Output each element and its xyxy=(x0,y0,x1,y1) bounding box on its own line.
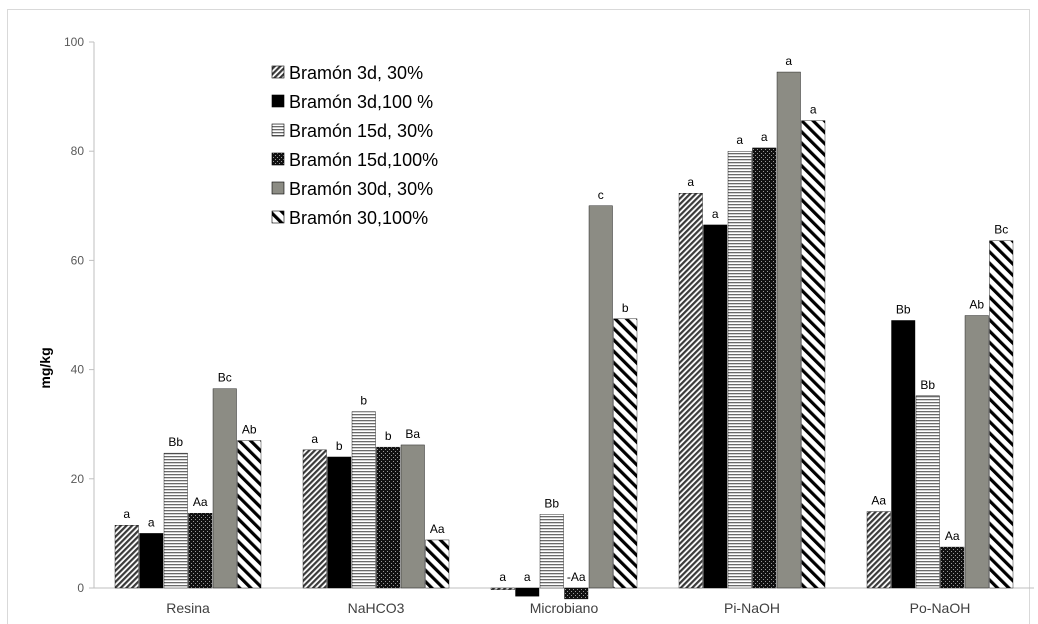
y-tick-label: 100 xyxy=(64,35,84,49)
bar-data-label: Bc xyxy=(994,223,1008,237)
bar xyxy=(139,533,164,589)
bar-data-label: Aa xyxy=(871,494,886,508)
y-ticks: 0 20 40 60 80 100 xyxy=(64,35,94,595)
bar-data-label: b xyxy=(622,301,629,315)
bar-data-label: -Aa xyxy=(567,570,586,584)
bar xyxy=(588,205,613,589)
bar-data-label: Aa xyxy=(430,522,445,536)
bar xyxy=(425,539,450,589)
bar xyxy=(114,525,139,589)
bar-data-label: Aa xyxy=(945,529,960,543)
bar-data-label: Bb xyxy=(896,302,911,316)
bar xyxy=(188,512,213,589)
bar xyxy=(302,449,327,589)
chart-border xyxy=(7,9,1030,624)
x-category-label: Pi-NaOH xyxy=(724,600,780,616)
bar xyxy=(212,388,237,589)
x-category-label: NaHCO3 xyxy=(348,600,405,616)
bar-data-label: b xyxy=(360,394,367,408)
bar xyxy=(490,587,515,590)
bar-data-label: a xyxy=(761,130,768,144)
legend-entry: Bramón 3d,100 % xyxy=(289,92,433,112)
bar-data-label: Ab xyxy=(242,423,257,437)
bar xyxy=(400,444,425,589)
bar xyxy=(163,452,188,589)
bar-data-label: Ba xyxy=(405,427,420,441)
x-category-label: Microbiano xyxy=(530,600,599,616)
x-category-label: Po-NaOH xyxy=(910,600,971,616)
bar-data-label: a xyxy=(499,570,506,584)
bar-data-label: a xyxy=(736,133,743,147)
bar xyxy=(539,514,564,589)
bar-data-label: Bb xyxy=(168,435,183,449)
legend-swatch xyxy=(271,123,285,137)
bar-data-label: a xyxy=(123,507,130,521)
bar-data-label: Bb xyxy=(544,496,559,510)
bar-data-label: b xyxy=(336,439,343,453)
bar xyxy=(891,320,916,589)
bar xyxy=(940,546,965,589)
bar xyxy=(703,224,728,589)
bar-data-label: Ab xyxy=(969,298,984,312)
legend-entry: Bramón 30d, 30% xyxy=(289,179,433,199)
bar xyxy=(327,456,352,589)
bar xyxy=(237,440,262,589)
bar-data-label: a xyxy=(311,432,318,446)
bar xyxy=(866,511,891,589)
bar xyxy=(613,318,638,589)
x-category-label: Resina xyxy=(166,600,210,616)
bar-data-label: c xyxy=(598,188,604,202)
bar xyxy=(678,193,703,589)
legend-swatch xyxy=(271,181,285,195)
legend-swatch xyxy=(271,152,285,166)
legend: Bramón 3d, 30% Bramón 3d,100 % Bramón 15d,… xyxy=(271,63,438,228)
bar-data-label: a xyxy=(810,103,817,117)
bar xyxy=(727,150,752,589)
bar-data-label: Aa xyxy=(193,495,208,509)
bar xyxy=(964,315,989,589)
bar xyxy=(752,147,777,589)
bar xyxy=(351,411,376,589)
bar xyxy=(801,120,826,589)
bar-data-label: a xyxy=(712,207,719,221)
bar xyxy=(915,395,940,589)
legend-entry: Bramón 15d,100% xyxy=(289,150,438,170)
legend-swatch xyxy=(271,210,285,224)
y-tick-label: 60 xyxy=(71,253,85,267)
legend-entry: Bramón 3d, 30% xyxy=(289,63,423,83)
category-labels: Resina NaHCO3 Microbiano Pi-NaOH Po-NaOH xyxy=(166,600,970,616)
bar-data-label: Bb xyxy=(920,378,935,392)
legend-swatch xyxy=(271,94,285,108)
legend-entry: Bramón 15d, 30% xyxy=(289,121,433,141)
bar-data-label: a xyxy=(148,515,155,529)
y-axis-label: mg/kg xyxy=(37,347,53,388)
legend-swatch xyxy=(271,65,285,79)
legend-entry: Bramón 30,100% xyxy=(289,208,428,228)
bars-group: a a Bb Aa Bc Ab a b b b Ba Aa a a Bb -Aa c b a a a a a a Aa Bb Bb A… xyxy=(114,54,1014,600)
bar-data-label: Bc xyxy=(218,371,232,385)
bar xyxy=(989,240,1014,589)
y-tick-label: 40 xyxy=(71,363,85,377)
bar-data-label: a xyxy=(524,570,531,584)
bar-data-label: a xyxy=(785,54,792,68)
bar xyxy=(515,587,540,597)
bar-data-label: b xyxy=(385,429,392,443)
y-tick-label: 20 xyxy=(71,472,85,486)
y-tick-label: 80 xyxy=(71,144,85,158)
y-tick-label: 0 xyxy=(77,581,84,595)
bar xyxy=(776,71,801,589)
bar xyxy=(376,446,401,589)
bar xyxy=(564,587,589,600)
bar-data-label: a xyxy=(687,175,694,189)
